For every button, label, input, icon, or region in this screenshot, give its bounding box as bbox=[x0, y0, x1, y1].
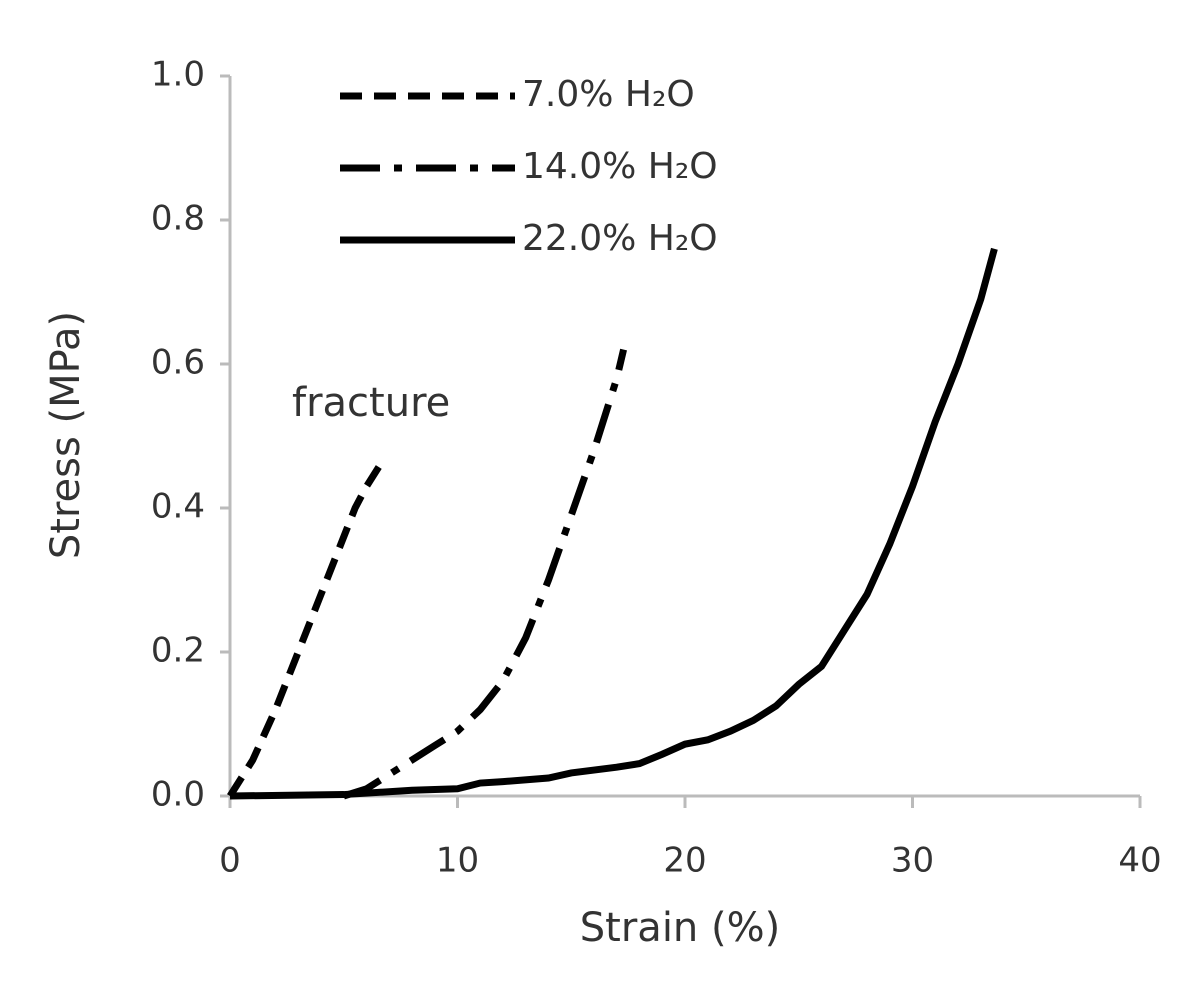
legend-label: 22.0% H₂O bbox=[522, 218, 718, 259]
x-tick-label: 20 bbox=[663, 841, 706, 881]
y-axis-title: Stress (MPa) bbox=[43, 311, 89, 559]
x-tick-label: 0 bbox=[219, 841, 241, 881]
x-tick-label: 40 bbox=[1118, 841, 1161, 881]
x-axis-title: Strain (%) bbox=[580, 905, 780, 951]
y-tick-label: 0.6 bbox=[151, 343, 205, 383]
y-tick-label: 0.8 bbox=[151, 199, 205, 239]
y-tick-label: 1.0 bbox=[151, 55, 205, 95]
y-tick-label: 0.0 bbox=[151, 775, 205, 815]
series-line bbox=[342, 348, 627, 800]
series-line bbox=[227, 462, 384, 798]
y-tick-label: 0.2 bbox=[151, 631, 205, 671]
legend-label: 14.0% H₂O bbox=[522, 146, 718, 187]
legend-label: 7.0% H₂O bbox=[522, 74, 695, 115]
series-line bbox=[229, 247, 998, 800]
x-tick-label: 10 bbox=[436, 841, 479, 881]
y-tick-label: 0.4 bbox=[151, 487, 205, 527]
annotation: fracture bbox=[292, 380, 450, 426]
x-tick-label: 30 bbox=[891, 841, 934, 881]
